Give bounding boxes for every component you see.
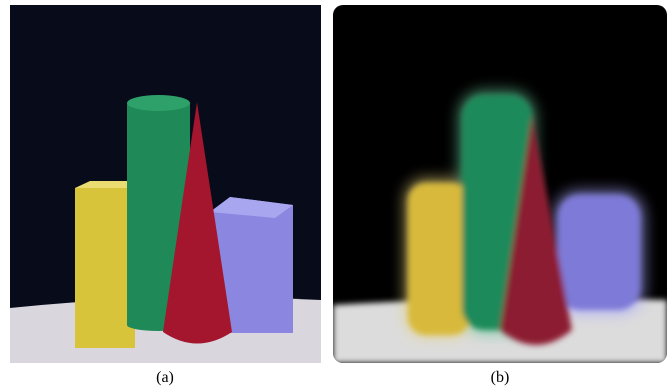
caption: (a) — [156, 369, 174, 386]
caption: (b) — [491, 369, 510, 386]
photo-processed — [333, 5, 667, 363]
photo-original — [10, 5, 321, 363]
figure: (a) (b) — [0, 0, 671, 390]
